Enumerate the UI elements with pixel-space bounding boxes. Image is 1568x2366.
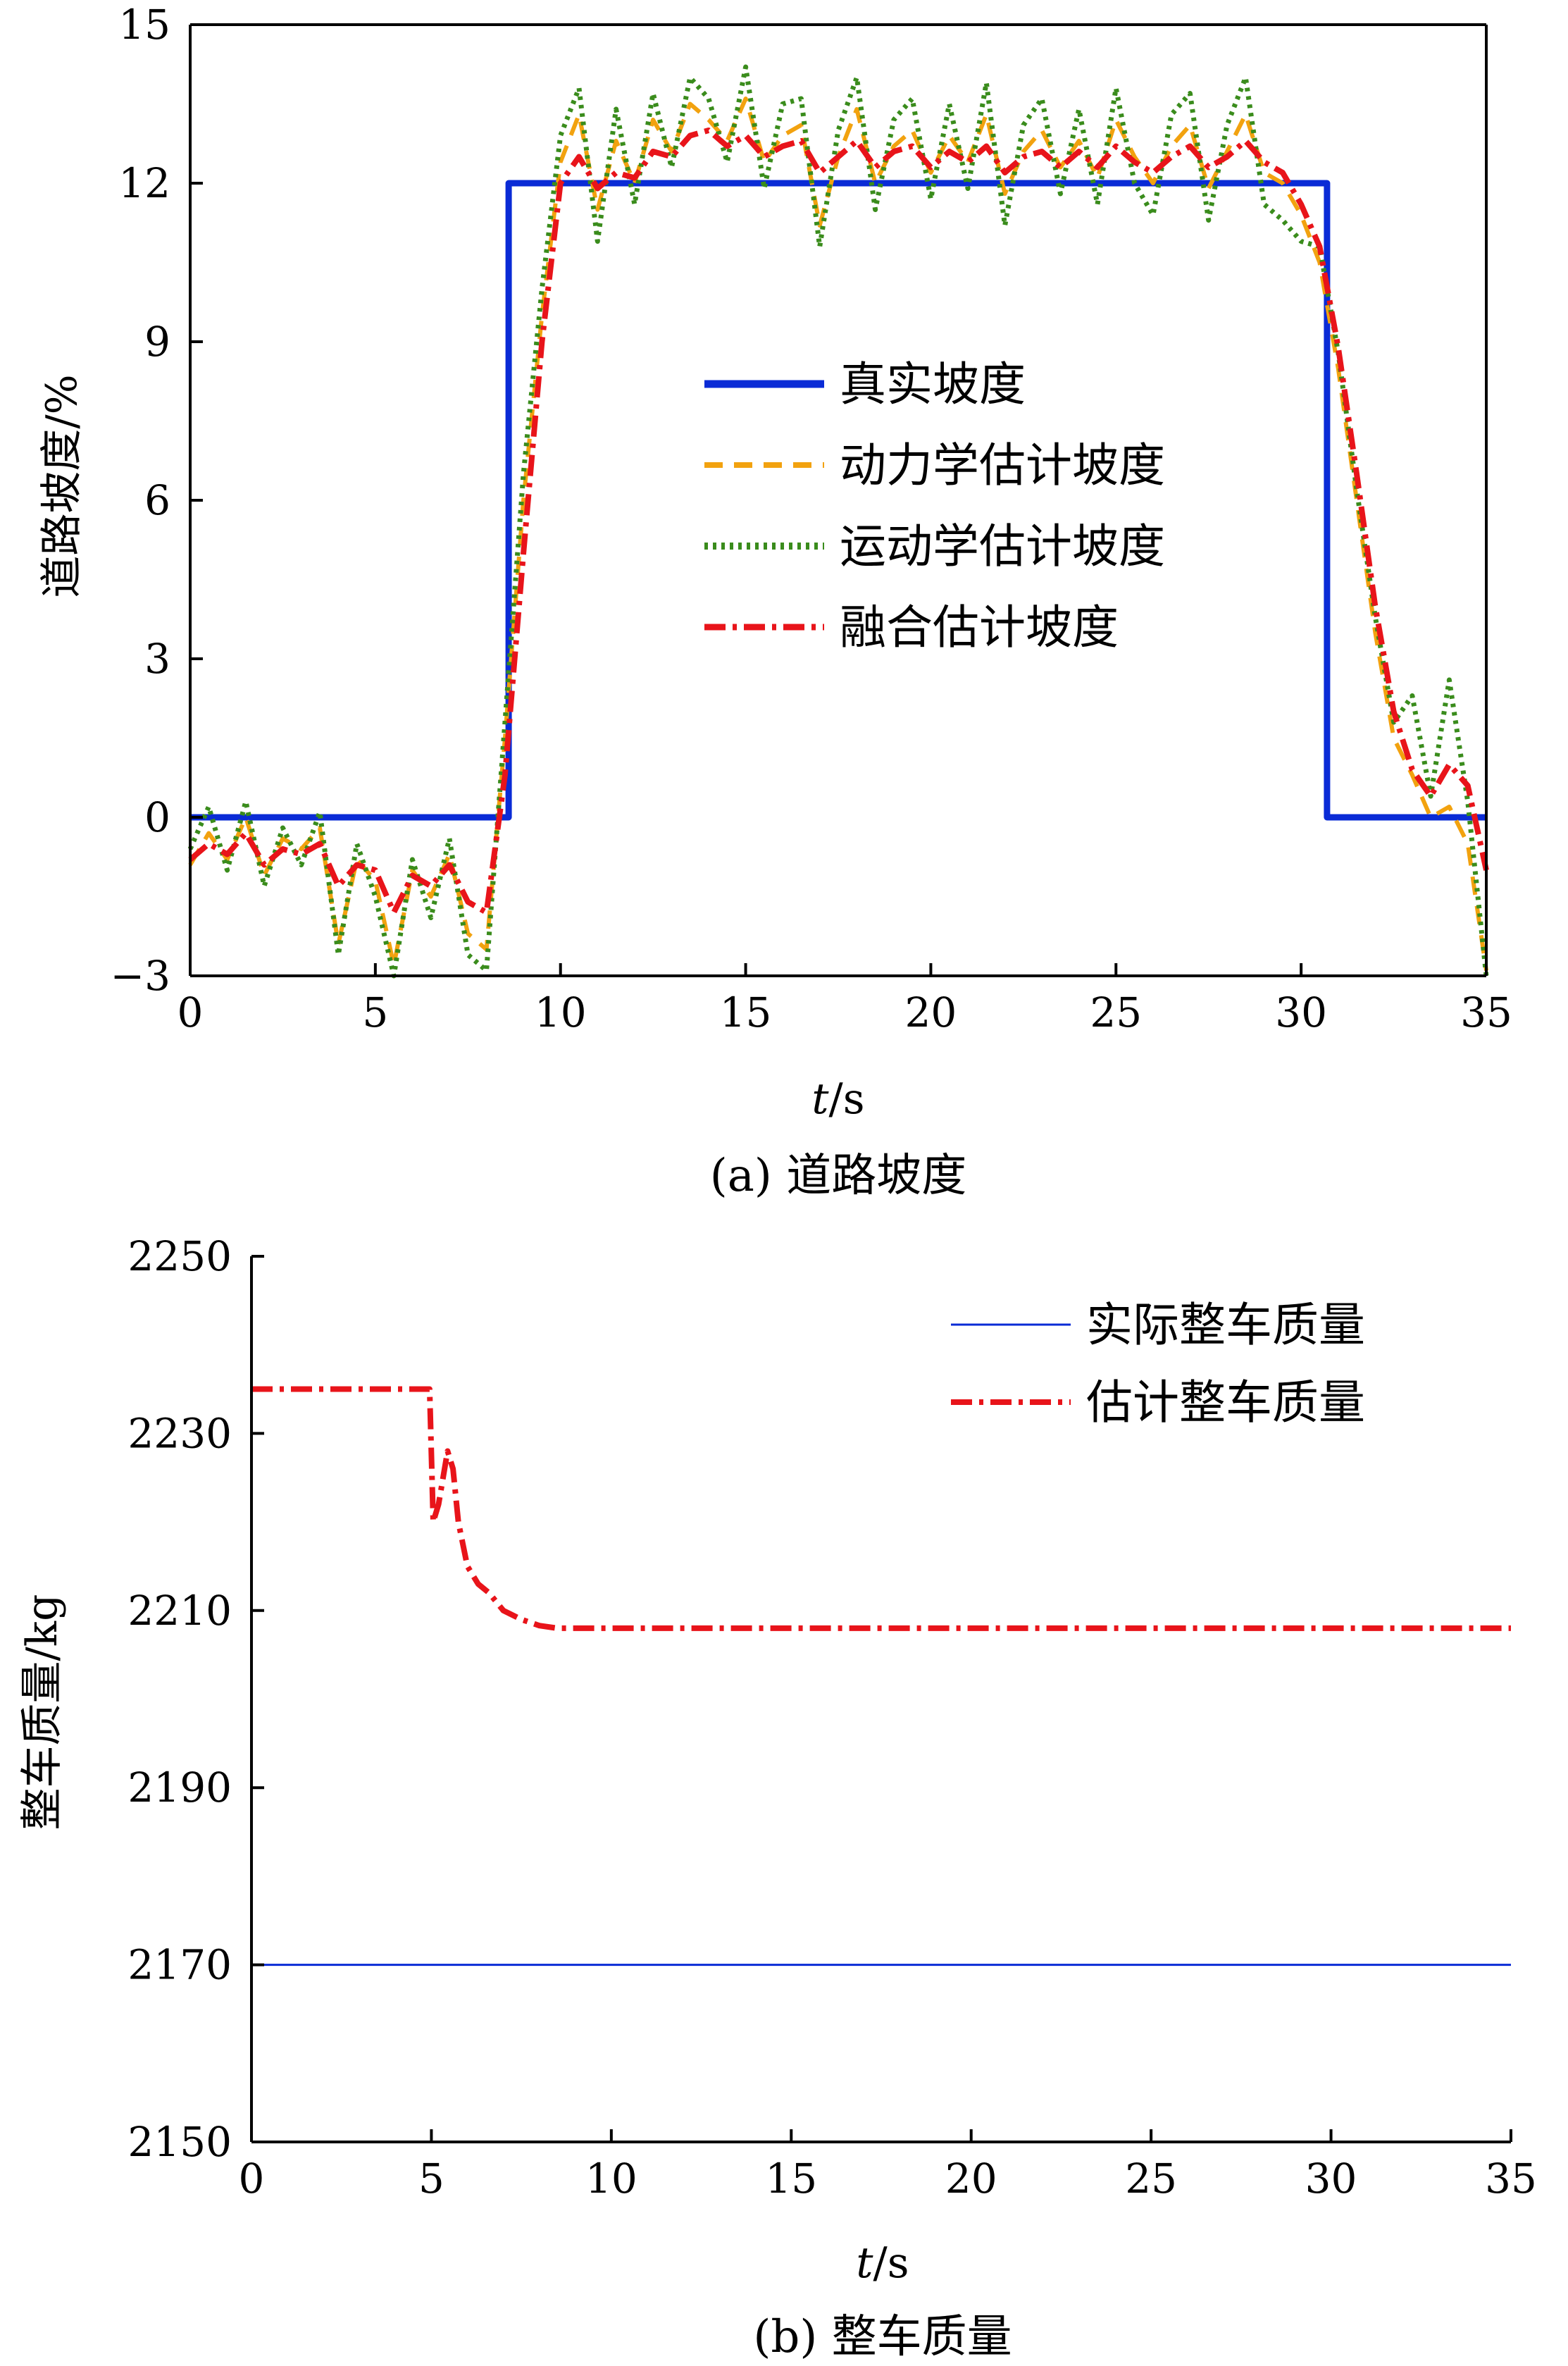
panel-a-data-series (187, 64, 1489, 979)
panel-b-data-series (251, 1386, 1511, 1966)
panel-a-y-axis-label: 道路坡度/% (37, 374, 87, 597)
panel-b-y-ticks: 2150 2170 2190 2210 2230 2250 (127, 1232, 264, 2166)
panel-a-x-tick-label: 35 (1460, 989, 1512, 1036)
panel-b-x-tick-label: 10 (585, 2155, 637, 2203)
panel-a-legend-label-3: 运动学估计坡度 (840, 519, 1165, 574)
panel-a-x-tick-label: 10 (535, 989, 587, 1036)
panel-b-x-axis-label: t/s (856, 2238, 909, 2288)
panel-b-vehicle-mass: 0 5 10 15 20 25 30 35 215021702190221022302250 … (18, 1232, 1537, 2363)
panel-a-series-line-4 (188, 128, 1489, 915)
panel-b-y-tick-label: 2210 (127, 1587, 232, 1635)
panel-a-legend-label-2: 动力学估计坡度 (840, 438, 1165, 493)
panel-a-caption: (a) 道路坡度 (710, 1150, 966, 1202)
panel-a-y-tick-label: 6 (144, 476, 170, 524)
panel-a-y-tick-label: 12 (118, 159, 170, 207)
panel-a-legend-label-1: 真实坡度 (840, 357, 1026, 411)
panel-b-x-tick-label: 25 (1125, 2155, 1177, 2203)
panel-b-axes (250, 1256, 1511, 2143)
panel-b-y-axis-label: 整车质量/kg (18, 1594, 67, 1831)
panel-a-y-tick-label: 3 (144, 635, 170, 683)
panel-a-legend-label-4: 融合估计坡度 (840, 600, 1119, 655)
panel-a-series-line-3 (187, 64, 1489, 979)
panel-b-x-tick-label: 0 (239, 2155, 265, 2203)
panel-a-x-tick-label: 25 (1090, 989, 1142, 1036)
panel-b-legend-label-1: 实际整车质量 (1086, 1298, 1365, 1352)
panel-b-x-tick-label: 5 (418, 2155, 444, 2203)
panel-b-x-tick-label: 15 (765, 2155, 817, 2203)
panel-a-y-ticks: −3 0 3 6 9 12 15 (111, 1, 203, 1000)
panel-b-y-tick-label: 2250 (127, 1232, 232, 1280)
panel-a-x-tick-label: 0 (178, 989, 204, 1036)
panel-b-y-tick-label: 2190 (127, 1764, 232, 1811)
panel-b-caption: (b) 整车质量 (753, 2311, 1012, 2363)
panel-a-y-tick-label: 15 (118, 1, 170, 49)
panel-b-series-line-2 (251, 1386, 1511, 1631)
panel-b-x-ticks: 0 5 10 15 20 25 30 35 (239, 2129, 1537, 2203)
panel-a-x-tick-label: 15 (720, 989, 772, 1036)
panel-b-x-tick-label: 30 (1305, 2155, 1357, 2203)
panel-a-x-tick-label: 30 (1275, 989, 1327, 1036)
panel-b-y-tick-label: 2150 (127, 2118, 232, 2166)
panel-a-y-tick-label: 9 (144, 318, 170, 366)
panel-b-legend-label-2: 估计整车质量 (1086, 1375, 1365, 1430)
panel-b-x-tick-label: 20 (945, 2155, 997, 2203)
panel-b-y-tick-label: 2230 (127, 1409, 232, 1457)
panel-a-x-tick-label: 5 (362, 989, 388, 1036)
panel-a-x-tick-label: 20 (905, 989, 957, 1036)
panel-a-axes (189, 23, 1488, 977)
panel-b-x-tick-label: 35 (1485, 2155, 1537, 2203)
panel-a-x-axis-label: t/s (811, 1074, 864, 1124)
panel-a-x-ticks: 0 5 10 15 20 25 30 35 (178, 963, 1512, 1036)
panel-a-y-tick-label: 0 (144, 793, 170, 841)
panel-a-y-tick-label: −3 (111, 952, 171, 1000)
panel-b-y-tick-label: 2170 (127, 1941, 232, 1989)
panel-a-series-line-1 (190, 180, 1486, 821)
